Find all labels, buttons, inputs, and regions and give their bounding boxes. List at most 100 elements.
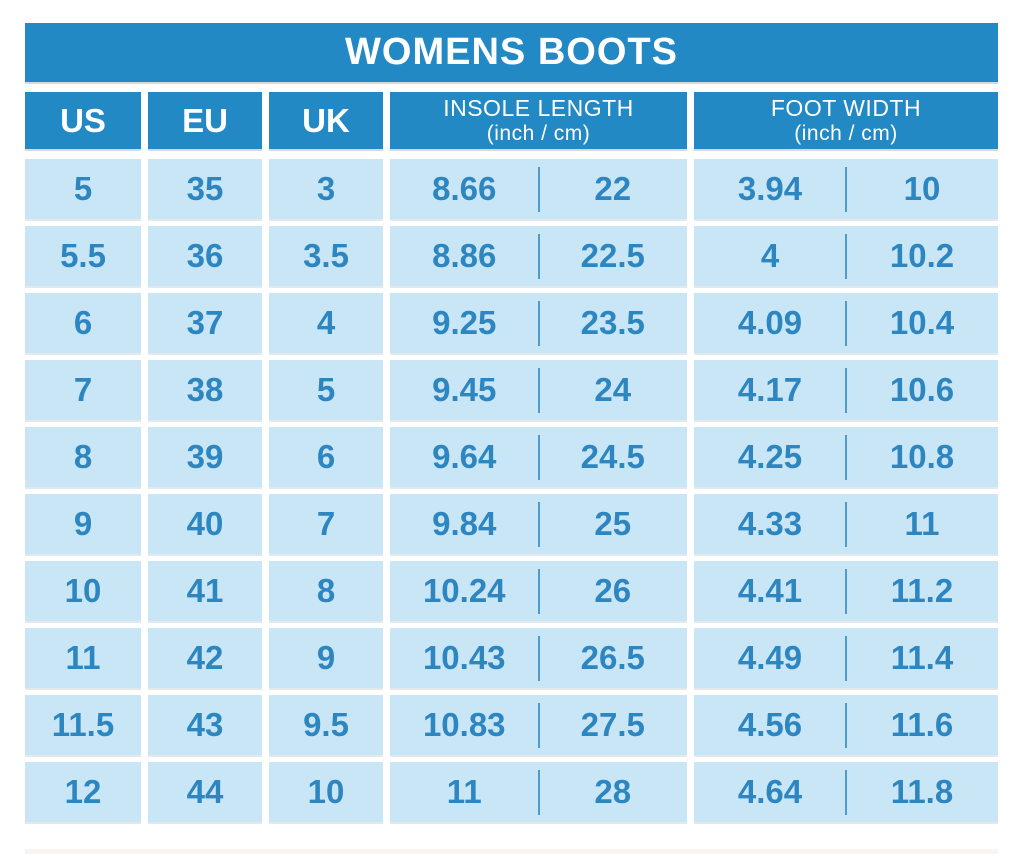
column-header-insole-length: INSOLE LENGTH (inch / cm) xyxy=(390,92,687,149)
table-row: 5.5 36 3.5 8.86 22.5 4 10.2 xyxy=(25,226,998,286)
insole-inch-value: 10.83 xyxy=(422,706,506,743)
cell-us-size: 11 xyxy=(25,628,141,688)
insole-inch-value: 9.64 xyxy=(432,438,497,475)
insole-cm-value: 22.5 xyxy=(580,237,645,274)
cell-eu-size: 39 xyxy=(148,427,262,487)
foot-inch-value: 4.56 xyxy=(737,706,803,743)
divider xyxy=(537,234,540,279)
insole-inch-value: 11 xyxy=(446,773,482,810)
foot-inch-value: 3.94 xyxy=(737,170,803,207)
foot-cm-value: 11.6 xyxy=(890,706,954,743)
insole-inch-value: 8.86 xyxy=(432,237,497,274)
table-header-row: US EU UK INSOLE LENGTH (inch / cm) FOOT … xyxy=(25,92,998,149)
column-header-us: US xyxy=(25,92,141,149)
table-row: 12 44 10 11 28 4.64 11.8 xyxy=(25,762,998,822)
divider xyxy=(537,435,540,480)
column-header-insole-line2: (inch / cm) xyxy=(486,121,591,145)
cell-eu-size: 43 xyxy=(148,695,262,755)
insole-cm-value: 25 xyxy=(594,505,632,542)
cell-insole-length: 9.45 24 xyxy=(390,360,687,420)
cell-us-size: 8 xyxy=(25,427,141,487)
table-row: 5 35 3 8.66 22 3.94 10 xyxy=(25,159,998,219)
cell-foot-width: 4.09 10.4 xyxy=(694,293,998,353)
cell-insole-length: 9.64 24.5 xyxy=(390,427,687,487)
column-header-foot-line1: FOOT WIDTH xyxy=(770,94,922,121)
divider xyxy=(537,301,540,346)
divider xyxy=(537,770,540,815)
divider xyxy=(537,502,540,547)
foot-cm-value: 10.4 xyxy=(889,304,955,341)
cell-us-size: 9 xyxy=(25,494,141,554)
divider xyxy=(845,435,847,480)
cell-uk-size: 5 xyxy=(269,360,383,420)
divider xyxy=(537,636,540,681)
foot-inch-value: 4.49 xyxy=(737,639,803,676)
foot-inch-value: 4.41 xyxy=(737,572,803,609)
divider xyxy=(845,703,847,748)
cell-insole-length: 10.43 26.5 xyxy=(390,628,687,688)
cell-insole-length: 8.86 22.5 xyxy=(390,226,687,286)
table-row: 6 37 4 9.25 23.5 4.09 10.4 xyxy=(25,293,998,353)
foot-cm-value: 11.8 xyxy=(890,773,954,810)
cell-foot-width: 4.49 11.4 xyxy=(694,628,998,688)
cell-foot-width: 4.56 11.6 xyxy=(694,695,998,755)
foot-cm-value: 10.8 xyxy=(889,438,955,475)
cell-uk-size: 3 xyxy=(269,159,383,219)
foot-inch-value: 4.64 xyxy=(737,773,803,810)
cell-insole-length: 10.24 26 xyxy=(390,561,687,621)
column-header-eu: EU xyxy=(148,92,262,149)
insole-inch-value: 10.43 xyxy=(422,639,506,676)
table-row: 11 42 9 10.43 26.5 4.49 11.4 xyxy=(25,628,998,688)
insole-inch-value: 10.24 xyxy=(422,572,506,609)
cell-insole-length: 9.84 25 xyxy=(390,494,687,554)
insole-cm-value: 26 xyxy=(594,572,632,609)
foot-inch-value: 4 xyxy=(760,237,780,274)
column-header-foot-line2: (inch / cm) xyxy=(794,121,898,145)
foot-cm-value: 11.4 xyxy=(890,639,954,676)
table-body: 5 35 3 8.66 22 3.94 10 5.5 36 3.5 8.86 2… xyxy=(25,159,998,822)
foot-inch-value: 4.33 xyxy=(737,505,803,542)
insole-cm-value: 23.5 xyxy=(580,304,645,341)
table-row: 7 38 5 9.45 24 4.17 10.6 xyxy=(25,360,998,420)
column-header-uk: UK xyxy=(269,92,383,149)
chart-title-bar: WOMENS BOOTS xyxy=(25,23,998,82)
cell-uk-size: 9 xyxy=(269,628,383,688)
cell-foot-width: 4.41 11.2 xyxy=(694,561,998,621)
cell-foot-width: 4.64 11.8 xyxy=(694,762,998,822)
cell-us-size: 5.5 xyxy=(25,226,141,286)
cell-eu-size: 41 xyxy=(148,561,262,621)
insole-inch-value: 9.84 xyxy=(432,505,497,542)
divider xyxy=(537,569,540,614)
divider xyxy=(845,636,847,681)
cell-us-size: 12 xyxy=(25,762,141,822)
divider xyxy=(845,167,847,212)
cell-insole-length: 10.83 27.5 xyxy=(390,695,687,755)
divider xyxy=(845,569,847,614)
column-header-insole-line1: INSOLE LENGTH xyxy=(443,94,634,121)
foot-inch-value: 4.17 xyxy=(737,371,803,408)
cell-foot-width: 4.17 10.6 xyxy=(694,360,998,420)
divider xyxy=(537,167,540,212)
cell-uk-size: 3.5 xyxy=(269,226,383,286)
divider xyxy=(845,301,847,346)
foot-cm-value: 10.2 xyxy=(889,237,955,274)
table-row: 9 40 7 9.84 25 4.33 11 xyxy=(25,494,998,554)
insole-inch-value: 8.66 xyxy=(432,170,497,207)
cell-insole-length: 11 28 xyxy=(390,762,687,822)
cell-us-size: 10 xyxy=(25,561,141,621)
bottom-edge-line xyxy=(25,849,998,854)
table-row: 11.5 43 9.5 10.83 27.5 4.56 11.6 xyxy=(25,695,998,755)
divider xyxy=(845,502,847,547)
insole-cm-value: 27.5 xyxy=(580,706,645,743)
cell-insole-length: 9.25 23.5 xyxy=(390,293,687,353)
cell-uk-size: 7 xyxy=(269,494,383,554)
cell-uk-size: 10 xyxy=(269,762,383,822)
cell-us-size: 7 xyxy=(25,360,141,420)
insole-cm-value: 26.5 xyxy=(580,639,645,676)
foot-inch-value: 4.09 xyxy=(737,304,803,341)
foot-inch-value: 4.25 xyxy=(737,438,803,475)
cell-eu-size: 42 xyxy=(148,628,262,688)
table-row: 10 41 8 10.24 26 4.41 11.2 xyxy=(25,561,998,621)
insole-inch-value: 9.45 xyxy=(432,371,497,408)
insole-cm-value: 28 xyxy=(594,773,632,810)
